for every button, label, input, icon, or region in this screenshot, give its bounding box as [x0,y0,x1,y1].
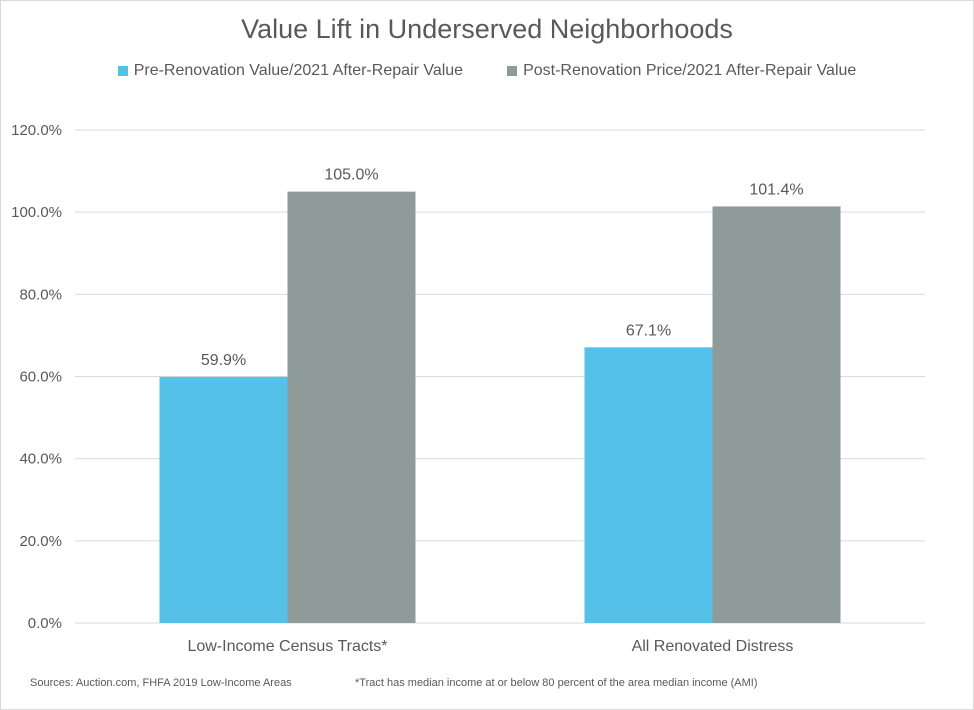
y-tick-label: 120.0% [11,122,62,139]
y-tick-label: 60.0% [19,369,62,386]
y-tick-label: 80.0% [19,286,62,303]
ami-footnote: *Tract has median income at or below 80 … [355,677,758,689]
legend-label-post-renovation: Post-Renovation Price/2021 After-Repair … [523,62,857,79]
legend-label-pre-renovation: Pre-Renovation Value/2021 After-Repair V… [133,62,464,79]
legend-swatch-pre-renovation [117,66,128,76]
y-tick-label: 0.0% [28,615,62,632]
legend-item-pre-renovation: Pre-Renovation Value/2021 After-Repair V… [117,62,464,80]
category-label: Low-Income Census Tracts* [187,638,387,655]
sources-footnote: Sources: Auction.com, FHFA 2019 Low-Inco… [30,677,292,689]
bar [159,376,288,623]
data-label: 67.1% [626,322,671,339]
bar [584,347,713,623]
category-label: All Renovated Distress [632,638,794,655]
legend-swatch-post-renovation [507,66,518,76]
y-tick-label: 40.0% [19,451,62,468]
bar [712,206,841,624]
chart-title: Value Lift in Underserved Neighborhoods [241,14,733,44]
data-label: 101.4% [749,181,803,198]
chart-legend: Pre-Renovation Value/2021 After-Repair V… [0,62,974,80]
data-label: 105.0% [324,167,378,184]
y-tick-label: 100.0% [11,204,62,221]
bar [287,191,416,623]
y-tick-label: 20.0% [19,533,62,550]
data-label: 59.9% [201,352,246,369]
legend-item-post-renovation: Post-Renovation Price/2021 After-Repair … [507,62,856,80]
